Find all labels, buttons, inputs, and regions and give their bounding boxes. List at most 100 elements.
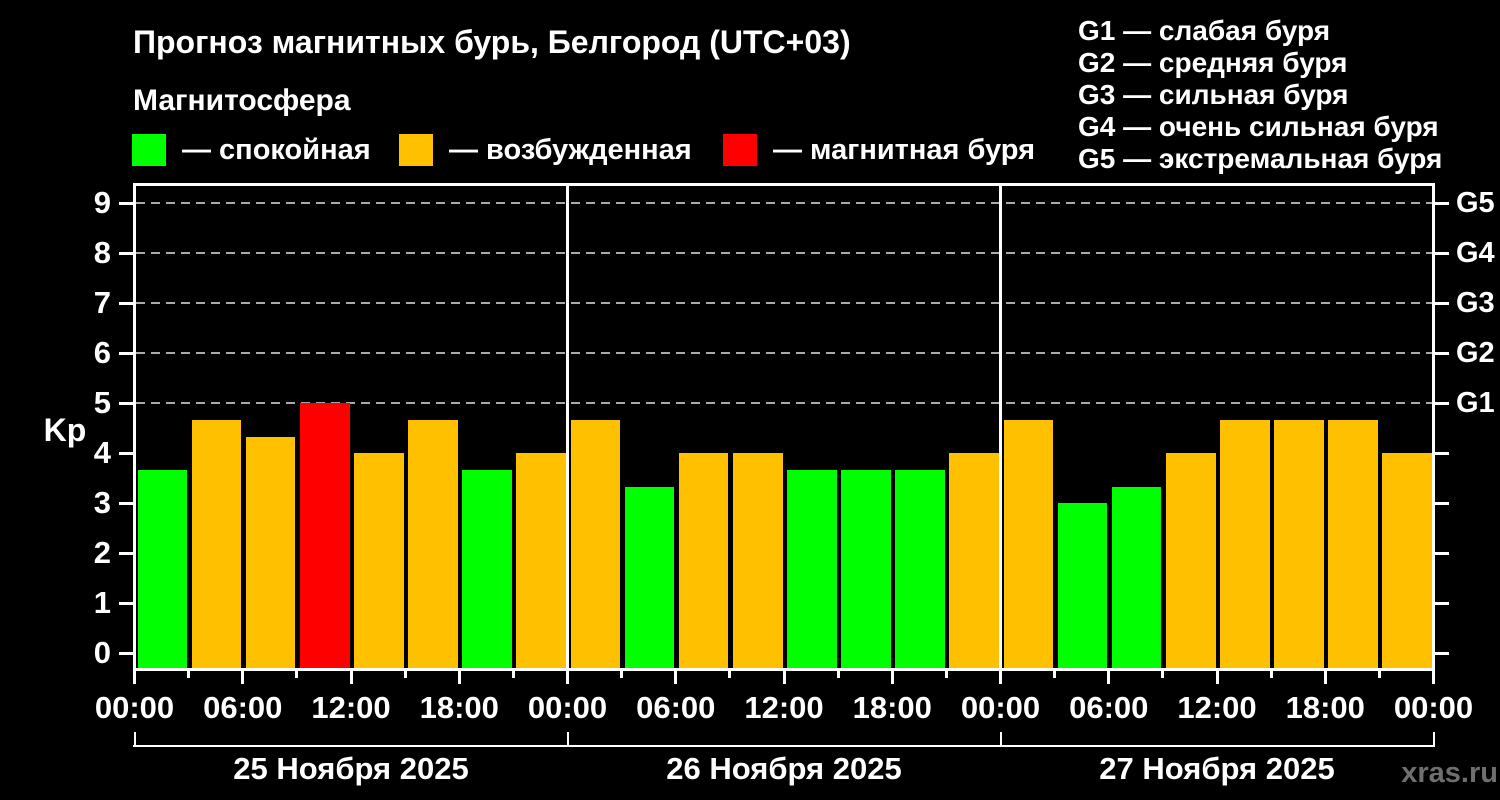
x-tick-minor xyxy=(1269,671,1273,678)
legend-swatch-storm xyxy=(723,134,757,166)
date-label-day3: 27 Ноября 2025 xyxy=(1099,751,1335,786)
x-tick-minor xyxy=(944,671,948,678)
x-tick-major xyxy=(457,671,461,684)
time-label: 00:00 xyxy=(960,690,1041,725)
x-tick-major xyxy=(890,671,894,684)
kp-bar-day2-slot6 xyxy=(841,469,891,668)
plot-frame-left xyxy=(133,183,136,671)
kp-bar-day2-slot8 xyxy=(949,453,999,668)
kp-bar-day2-slot1 xyxy=(570,419,621,668)
gridline-kp-8 xyxy=(136,252,1432,254)
x-tick-minor xyxy=(187,671,191,678)
x-tick-minor xyxy=(403,671,407,678)
kp-bar-day2-slot3 xyxy=(678,453,729,668)
y-axis-label-4: 4 xyxy=(93,435,111,470)
right-axis-label-g2: G2 xyxy=(1456,337,1495,369)
x-tick-major xyxy=(999,671,1002,684)
x-tick-minor xyxy=(1377,671,1381,678)
y-axis-label-3: 3 xyxy=(93,485,111,520)
y-tick-right xyxy=(1435,502,1449,505)
day-separator xyxy=(566,183,569,668)
x-tick-minor xyxy=(295,671,299,678)
legend-label-storm: — магнитная буря xyxy=(773,134,1036,166)
y-axis-label-9: 9 xyxy=(93,185,111,220)
x-tick-minor xyxy=(511,671,515,678)
kp-bar-day1-slot8 xyxy=(516,453,566,668)
kp-bar-day1-slot6 xyxy=(408,419,458,668)
kp-bar-day3-slot1 xyxy=(1003,419,1054,668)
kp-bar-day3-slot2 xyxy=(1057,503,1108,668)
y-tick-left xyxy=(119,402,133,405)
y-tick-left xyxy=(119,502,133,505)
date-label-day1: 25 Ноября 2025 xyxy=(233,751,469,786)
kp-bar-day2-slot2 xyxy=(624,486,675,668)
kp-bar-day3-slot3 xyxy=(1111,486,1162,668)
y-tick-right xyxy=(1435,452,1449,455)
kp-bar-day1-slot4 xyxy=(299,403,350,668)
y-axis-title: Kp xyxy=(43,412,87,448)
g-scale-line-g5: G5 — экстремальная буря xyxy=(1078,143,1443,174)
x-tick-minor xyxy=(728,671,732,678)
plot-frame-top xyxy=(133,183,1435,186)
x-tick-minor xyxy=(836,671,840,678)
right-axis-label-g4: G4 xyxy=(1456,237,1495,269)
legend-item-storm: — магнитная буря xyxy=(723,134,1035,166)
time-label: 06:00 xyxy=(1069,690,1149,725)
y-tick-right xyxy=(1435,202,1449,205)
y-tick-right xyxy=(1435,302,1449,305)
y-tick-left xyxy=(119,652,133,655)
y-tick-right xyxy=(1435,402,1449,405)
gridline-kp-5 xyxy=(136,402,1432,404)
y-tick-left xyxy=(119,552,133,555)
y-tick-left xyxy=(119,602,133,605)
kp-bar-day3-slot5 xyxy=(1220,419,1270,668)
kp-bar-day3-slot8 xyxy=(1382,453,1432,668)
g-scale-line-g1: G1 — слабая буря xyxy=(1078,15,1331,46)
y-tick-left xyxy=(119,302,133,305)
legend-label-quiet: — спокойная xyxy=(182,134,371,166)
legend-item-quiet: — спокойная xyxy=(132,134,371,166)
time-label: 18:00 xyxy=(419,690,499,725)
g-scale-legend: G1 — слабая буря G2 — средняя буря G3 — си… xyxy=(1078,15,1442,175)
x-tick-minor xyxy=(620,671,624,678)
kp-bar-day1-slot7 xyxy=(462,469,512,668)
g-scale-line-g2: G2 — средняя буря xyxy=(1078,47,1348,78)
time-label: 18:00 xyxy=(1285,690,1365,725)
x-tick-major xyxy=(1432,671,1435,684)
x-tick-major xyxy=(1215,671,1219,684)
y-tick-right xyxy=(1435,552,1449,555)
kp-bar-day1-slot5 xyxy=(354,453,404,668)
y-axis-label-1: 1 xyxy=(93,585,111,620)
x-tick-major xyxy=(133,671,136,684)
kp-bar-day2-slot5 xyxy=(787,469,837,668)
time-label: 06:00 xyxy=(636,690,716,725)
time-label: 00:00 xyxy=(1393,690,1474,725)
plot-frame-right xyxy=(1432,183,1435,671)
x-tick-major xyxy=(1323,671,1327,684)
y-tick-left xyxy=(119,202,133,205)
y-tick-right xyxy=(1435,252,1449,255)
y-axis-label-6: 6 xyxy=(93,335,111,370)
legend-swatch-unsettled xyxy=(399,134,433,166)
right-axis-label-g3: G3 xyxy=(1456,287,1495,319)
date-bracket-tick xyxy=(1432,732,1435,745)
legend-label-unsettled: — возбужденная xyxy=(449,134,692,166)
y-axis-label-0: 0 xyxy=(93,635,111,670)
date-bracket-tick xyxy=(999,732,1002,745)
y-tick-left xyxy=(119,352,133,355)
date-bracket-tick xyxy=(566,732,569,745)
time-label: 12:00 xyxy=(1177,690,1257,725)
x-tick-major xyxy=(566,671,569,684)
x-tick-minor xyxy=(1053,671,1057,678)
kp-bar-day3-slot7 xyxy=(1328,419,1378,668)
y-tick-left xyxy=(119,452,133,455)
x-tick-major xyxy=(349,671,353,684)
time-label: 18:00 xyxy=(852,690,932,725)
legend-swatch-quiet xyxy=(132,134,166,166)
kp-bar-day1-slot3 xyxy=(245,436,296,668)
time-label: 00:00 xyxy=(527,690,608,725)
y-tick-left xyxy=(119,252,133,255)
kp-bar-day2-slot7 xyxy=(895,469,945,668)
date-bracket-tick xyxy=(133,732,136,745)
